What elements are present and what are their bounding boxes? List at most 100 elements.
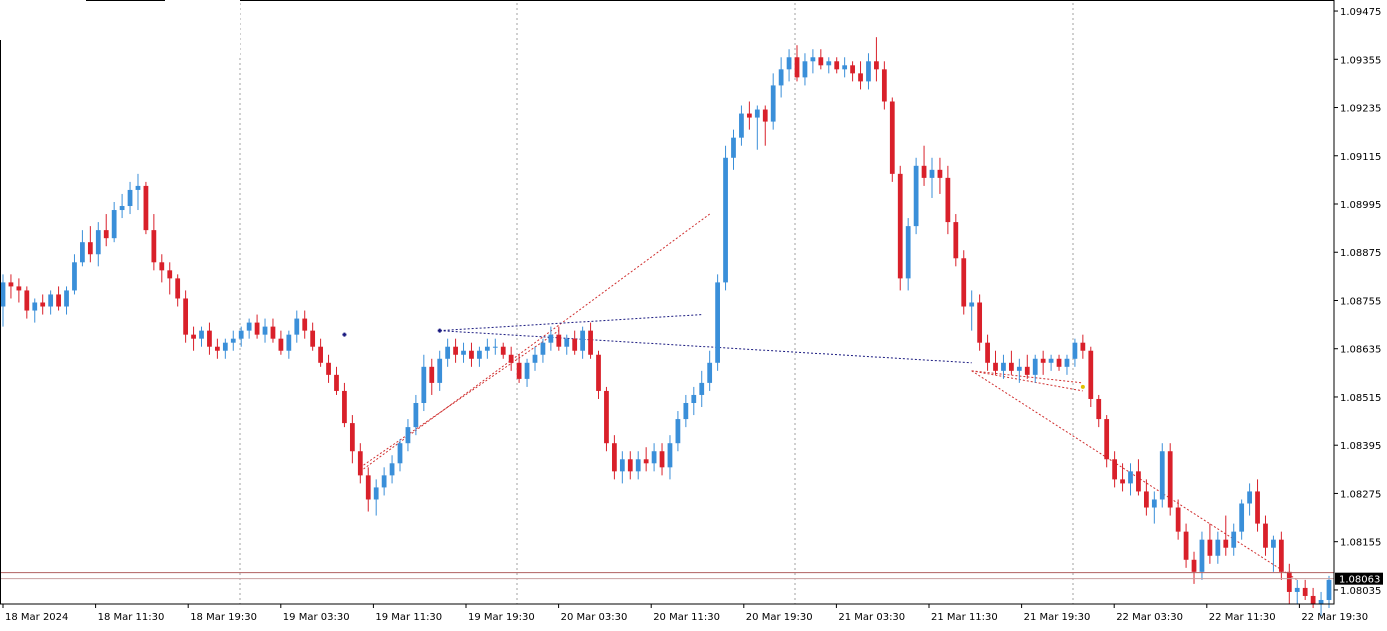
signal-dot (1080, 384, 1085, 389)
bullish-candle-body (683, 402, 689, 420)
bearish-candle-body (588, 330, 593, 355)
candle (866, 53, 871, 90)
bullish-candle-body (222, 342, 228, 351)
bearish-candle-body (8, 282, 14, 287)
candle (889, 97, 895, 182)
candle (270, 318, 276, 343)
candle (64, 286, 69, 315)
bullish-candle-body (667, 443, 673, 468)
bullish-candle-body (199, 330, 204, 339)
bearish-candle-body (1207, 539, 1213, 556)
x-tick-label: 22 Mar 11:30 (1209, 612, 1276, 623)
trendline-red (971, 370, 1298, 581)
candle (897, 165, 903, 291)
bullish-candle-body (461, 350, 466, 355)
candle (135, 173, 141, 211)
bearish-candle-body (191, 334, 196, 339)
bearish-candle-body (159, 262, 165, 271)
candle (215, 338, 220, 359)
y-tick-label: 1.08755 (1340, 296, 1381, 307)
candle (881, 61, 887, 110)
candle (80, 230, 85, 267)
candle (1326, 575, 1332, 609)
x-tick-label: 19 Mar 03:30 (283, 612, 350, 623)
candle (643, 447, 649, 472)
bullish-candle-body (524, 362, 530, 379)
candle (1048, 354, 1054, 371)
bullish-candle-body (294, 318, 300, 335)
x-tick-label: 22 Mar 03:30 (1116, 612, 1183, 623)
candle (1080, 334, 1086, 359)
bullish-candle-body (1294, 587, 1300, 592)
candle (842, 57, 848, 78)
bullish-candle-body (64, 290, 69, 307)
bearish-candle-body (1278, 539, 1284, 572)
candle (1239, 499, 1245, 540)
x-tick-label: 21 Mar 03:30 (838, 612, 905, 623)
candle (175, 274, 181, 307)
blank-overlay (165, 0, 240, 55)
bullish-candle-body (32, 302, 38, 311)
candle (302, 310, 308, 339)
candle (1009, 350, 1014, 375)
bullish-candle-body (262, 326, 268, 335)
candle (1175, 499, 1181, 540)
candle (151, 214, 157, 271)
candle (1016, 358, 1022, 383)
candle (429, 358, 435, 395)
price-line-layer (0, 572, 1334, 580)
candle (230, 330, 236, 351)
bearish-candle-body (1096, 398, 1102, 420)
grid-layer (239, 3, 1074, 604)
bearish-candle-body (270, 326, 276, 339)
trendline-red (971, 370, 1083, 392)
y-tick-label: 1.08155 (1340, 538, 1381, 549)
bearish-candle-body (897, 173, 903, 279)
candle (1040, 350, 1046, 375)
bearish-candle-body (1183, 531, 1189, 560)
candle (1294, 579, 1300, 604)
bearish-candle-body (516, 362, 522, 379)
candle (119, 193, 125, 219)
candle (874, 37, 879, 82)
y-tick-label: 1.08995 (1340, 200, 1381, 211)
x-tick-label: 18 Mar 19:30 (190, 612, 257, 623)
candle (826, 57, 832, 74)
candle (16, 278, 22, 303)
candle (278, 330, 284, 355)
bearish-candle-body (215, 346, 220, 351)
candle (802, 53, 808, 86)
bearish-candle-body (87, 242, 93, 255)
candle (627, 451, 633, 480)
bullish-candle-body (802, 61, 808, 78)
bullish-candle-body (1231, 531, 1237, 548)
bearish-candle-body (818, 57, 824, 66)
candle (985, 334, 990, 371)
bullish-candle-body (286, 334, 292, 351)
bullish-candle-body (421, 366, 427, 403)
bullish-candle-body (969, 302, 975, 307)
candle (207, 322, 212, 355)
bearish-candle-body (167, 270, 173, 279)
bullish-candle-body (540, 342, 546, 355)
bearish-candle-body (1056, 358, 1062, 367)
candle (492, 338, 498, 355)
bearish-candle-body (1223, 539, 1229, 548)
bearish-candle-body (1009, 362, 1014, 371)
candle (572, 330, 578, 355)
bearish-candle-body (1286, 571, 1292, 592)
bullish-candle-body (238, 330, 244, 339)
bearish-candle-body (604, 390, 609, 444)
candle (167, 262, 173, 295)
candle (1064, 354, 1070, 375)
bullish-candle-body (405, 427, 411, 444)
bearish-candle-body (349, 423, 355, 452)
candle (484, 338, 490, 359)
candle (1302, 579, 1308, 600)
candle (469, 342, 474, 367)
bullish-candle-body (826, 61, 832, 66)
current-price-tag-background (1335, 572, 1383, 585)
current-price-label: 1.08063 (1339, 575, 1380, 586)
